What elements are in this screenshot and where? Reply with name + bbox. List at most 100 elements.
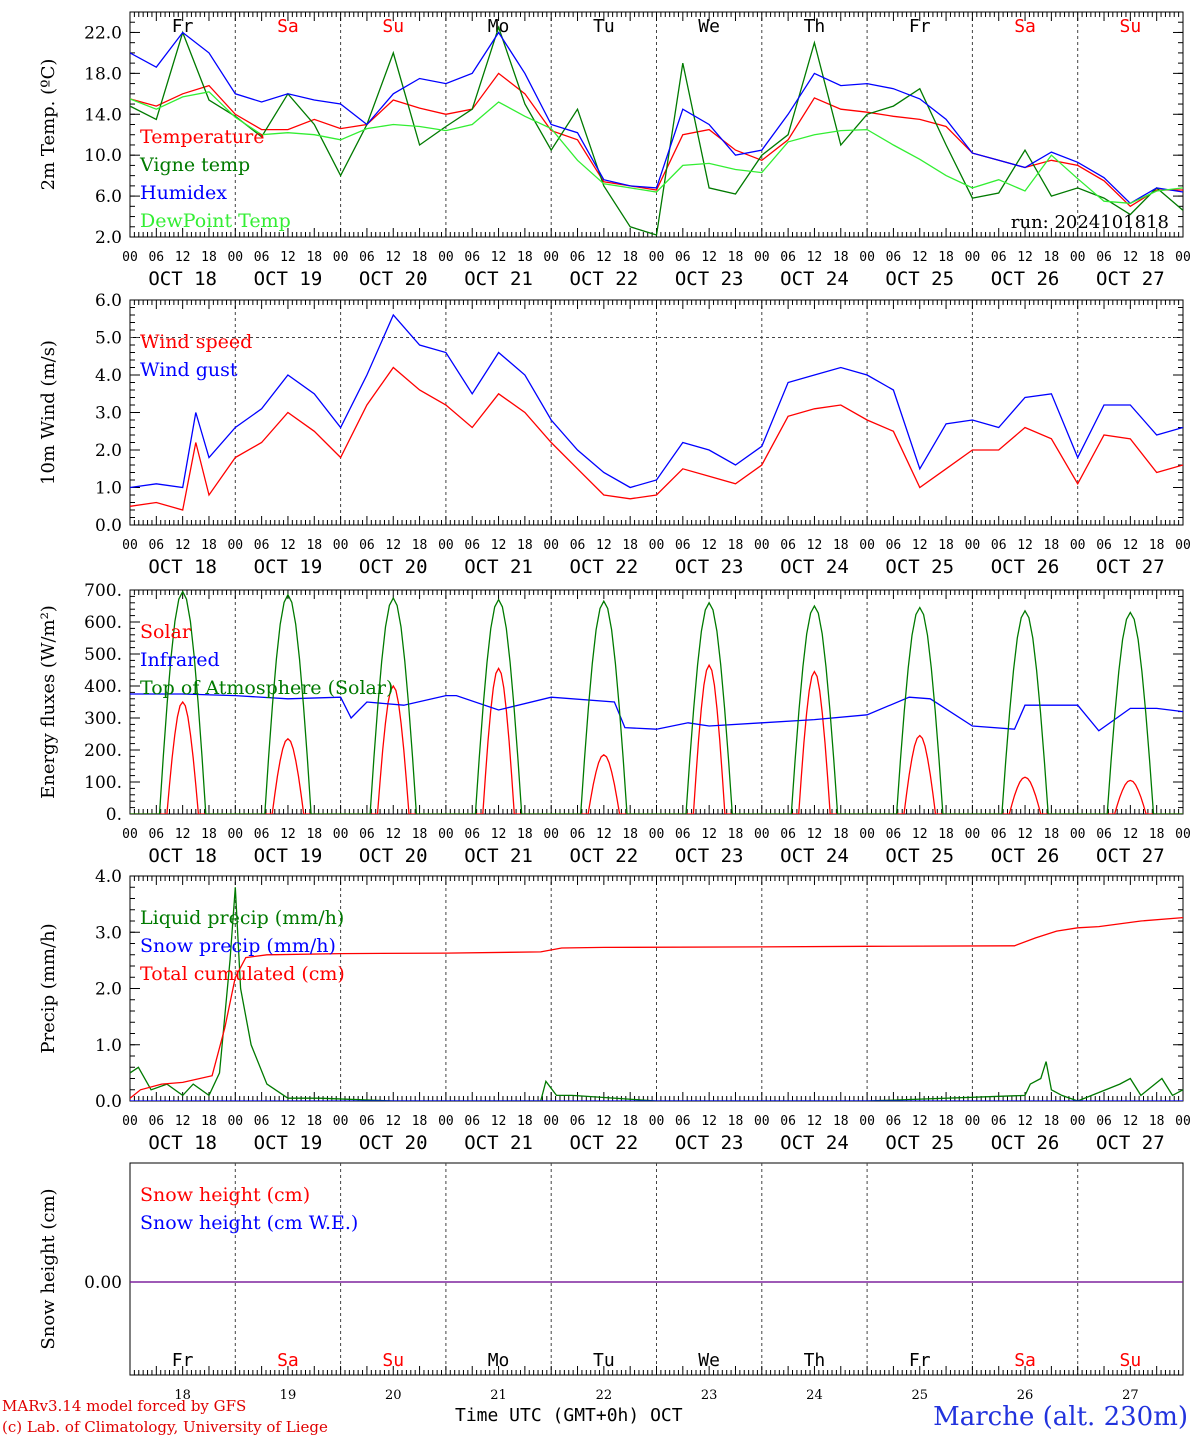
- hour-label: 00: [438, 1114, 454, 1129]
- hour-label: 00: [227, 538, 243, 553]
- hour-label: 06: [359, 538, 375, 553]
- hour-label: 12: [1017, 250, 1033, 265]
- date-label: OCT 18: [148, 268, 217, 290]
- hour-label: 00: [859, 827, 875, 842]
- series-line-humidex: [130, 31, 1183, 205]
- date-label: OCT 27: [1096, 268, 1165, 290]
- hour-label: 18: [201, 538, 217, 553]
- day-label: Su: [382, 16, 404, 37]
- hour-label: 18: [622, 538, 638, 553]
- legend-entry: Snow height (cm W.E.): [140, 1212, 358, 1234]
- hour-label: 12: [280, 538, 296, 553]
- hour-label: 00: [649, 827, 665, 842]
- hour-label: 12: [596, 538, 612, 553]
- date-label: OCT 24: [780, 268, 849, 290]
- hour-label: 06: [570, 1114, 586, 1129]
- y-tick-label: 2.0: [95, 980, 122, 1000]
- hour-label: 06: [780, 827, 796, 842]
- date-number: 18: [174, 1388, 191, 1403]
- day-label: Su: [382, 1350, 404, 1371]
- hour-label: 18: [938, 250, 954, 265]
- hour-label: 12: [491, 1114, 507, 1129]
- hour-label: 06: [570, 538, 586, 553]
- hour-label: 00: [122, 250, 138, 265]
- hour-label: 18: [728, 538, 744, 553]
- hour-label: 06: [359, 1114, 375, 1129]
- date-label: OCT 27: [1096, 556, 1165, 578]
- day-label: Su: [1120, 16, 1142, 37]
- hour-label: 12: [491, 538, 507, 553]
- date-label: OCT 26: [991, 1132, 1060, 1154]
- series-line-solar: [130, 663, 1183, 814]
- hour-label: 18: [728, 1114, 744, 1129]
- date-label: OCT 27: [1096, 845, 1165, 867]
- hour-label: 00: [438, 538, 454, 553]
- y-axis-label: Energy fluxes (W/m²): [38, 605, 59, 799]
- day-label: Th: [804, 16, 826, 37]
- hour-label: 12: [912, 827, 928, 842]
- hour-label: 00: [438, 250, 454, 265]
- hour-label: 06: [254, 250, 270, 265]
- hour-label: 00: [965, 538, 981, 553]
- x-axis-label: Time UTC (GMT+0h) OCT: [455, 1405, 683, 1426]
- hour-label: 00: [649, 538, 665, 553]
- hour-label: 12: [175, 1114, 191, 1129]
- series-line-dewpoint-temp: [130, 91, 1183, 204]
- hour-label: 18: [517, 1114, 533, 1129]
- legend-entry: Temperature: [140, 126, 264, 148]
- y-tick-label: 0.0: [95, 516, 122, 536]
- y-tick-label: 14.0: [84, 105, 122, 125]
- legend-entry: Liquid precip (mm/h): [140, 907, 344, 929]
- hour-label: 06: [1096, 1114, 1112, 1129]
- date-label: OCT 20: [359, 268, 428, 290]
- hour-label: 06: [1096, 538, 1112, 553]
- legend-entry: Humidex: [140, 182, 227, 204]
- hour-label: 00: [122, 1114, 138, 1129]
- hour-label: 06: [359, 250, 375, 265]
- y-tick-label: 0.: [106, 805, 122, 825]
- date-label: OCT 23: [675, 845, 744, 867]
- hour-label: 00: [543, 827, 559, 842]
- y-tick-label: 10.0: [84, 146, 122, 166]
- hour-label: 06: [464, 1114, 480, 1129]
- y-tick-label: 1.0: [95, 1036, 122, 1056]
- date-label: OCT 19: [254, 556, 323, 578]
- hour-label: 18: [938, 538, 954, 553]
- date-number: 19: [280, 1388, 297, 1403]
- hour-label: 12: [491, 250, 507, 265]
- date-label: OCT 22: [570, 268, 639, 290]
- hour-label: 06: [254, 827, 270, 842]
- date-label: OCT 22: [570, 845, 639, 867]
- day-label: Sa: [1014, 16, 1036, 37]
- legend-entry: Infrared: [140, 649, 220, 671]
- hour-label: 06: [780, 538, 796, 553]
- hour-label: 12: [1123, 538, 1139, 553]
- hour-label: 06: [675, 538, 691, 553]
- hour-label: 12: [596, 250, 612, 265]
- hour-label: 12: [701, 250, 717, 265]
- date-label: OCT 25: [885, 845, 954, 867]
- date-label: OCT 20: [359, 556, 428, 578]
- day-label: We: [698, 1350, 720, 1371]
- legend-entry: Total cumulated (cm): [140, 963, 345, 985]
- hour-label: 12: [385, 250, 401, 265]
- y-tick-label: 500.: [84, 645, 122, 665]
- hour-label: 06: [675, 827, 691, 842]
- series-line-vigne-temp: [130, 25, 1183, 236]
- hour-label: 12: [385, 827, 401, 842]
- hour-label: 18: [1149, 538, 1165, 553]
- hour-label: 06: [570, 250, 586, 265]
- hour-label: 00: [1070, 250, 1086, 265]
- hour-label: 18: [412, 827, 428, 842]
- hour-label: 00: [1175, 538, 1191, 553]
- credit-model: MARv3.14 model forced by GFS: [2, 1397, 247, 1415]
- hour-label: 06: [359, 827, 375, 842]
- plot-frame: [129, 589, 1184, 815]
- hour-label: 06: [886, 827, 902, 842]
- date-label: OCT 24: [780, 556, 849, 578]
- legend-entry: Wind gust: [140, 359, 238, 381]
- hour-label: 06: [991, 827, 1007, 842]
- hour-label: 12: [912, 538, 928, 553]
- hour-label: 12: [807, 1114, 823, 1129]
- panel-3: 0. 100. 200. 300. 400. 500. 600. 700. Energy flu…: [38, 581, 1191, 867]
